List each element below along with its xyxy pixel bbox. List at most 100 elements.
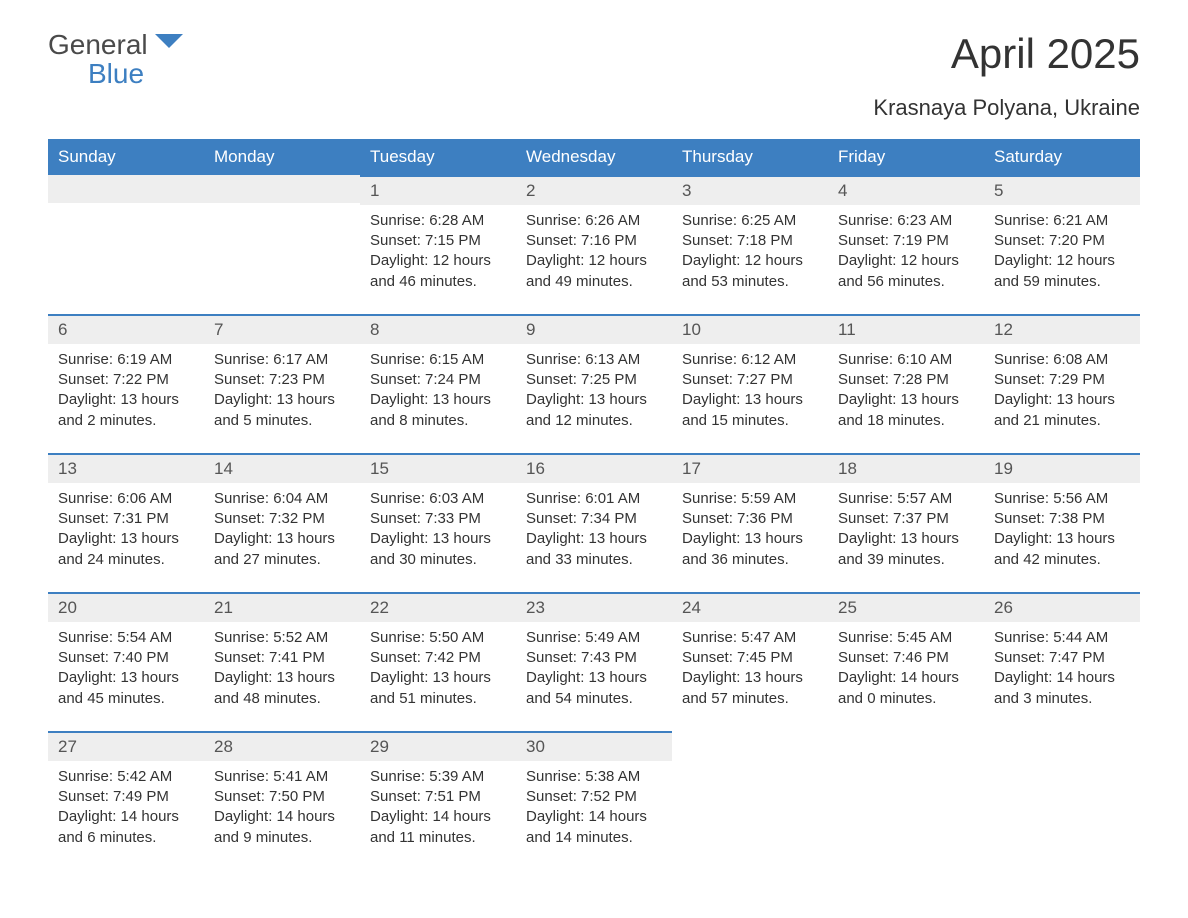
day-body: Sunrise: 6:06 AMSunset: 7:31 PMDaylight:… — [48, 483, 204, 580]
day1-text: Daylight: 14 hours — [994, 668, 1130, 688]
day1-text: Daylight: 13 hours — [526, 390, 662, 410]
day-number: 4 — [828, 175, 984, 205]
day2-text: and 49 minutes. — [526, 272, 662, 292]
day-cell: 6Sunrise: 6:19 AMSunset: 7:22 PMDaylight… — [48, 314, 204, 441]
day-body: Sunrise: 5:54 AMSunset: 7:40 PMDaylight:… — [48, 622, 204, 719]
day-number: 28 — [204, 731, 360, 761]
day-cell: 28Sunrise: 5:41 AMSunset: 7:50 PMDayligh… — [204, 731, 360, 858]
day-body: Sunrise: 6:19 AMSunset: 7:22 PMDaylight:… — [48, 344, 204, 441]
sunset-text: Sunset: 7:18 PM — [682, 231, 818, 251]
day-cell: 18Sunrise: 5:57 AMSunset: 7:37 PMDayligh… — [828, 453, 984, 580]
sunrise-text: Sunrise: 6:13 AM — [526, 350, 662, 370]
sunset-text: Sunset: 7:29 PM — [994, 370, 1130, 390]
day-number: 19 — [984, 453, 1140, 483]
day1-text: Daylight: 13 hours — [214, 529, 350, 549]
day-body: Sunrise: 5:47 AMSunset: 7:45 PMDaylight:… — [672, 622, 828, 719]
day2-text: and 54 minutes. — [526, 689, 662, 709]
day-body: Sunrise: 5:41 AMSunset: 7:50 PMDaylight:… — [204, 761, 360, 858]
day-header: Tuesday — [360, 139, 516, 175]
sunrise-text: Sunrise: 5:38 AM — [526, 767, 662, 787]
sunset-text: Sunset: 7:47 PM — [994, 648, 1130, 668]
day2-text: and 46 minutes. — [370, 272, 506, 292]
day1-text: Daylight: 13 hours — [370, 529, 506, 549]
sunrise-text: Sunrise: 5:56 AM — [994, 489, 1130, 509]
day-number: 1 — [360, 175, 516, 205]
day-body: Sunrise: 5:50 AMSunset: 7:42 PMDaylight:… — [360, 622, 516, 719]
sunset-text: Sunset: 7:23 PM — [214, 370, 350, 390]
day-body: Sunrise: 6:13 AMSunset: 7:25 PMDaylight:… — [516, 344, 672, 441]
day-number: 16 — [516, 453, 672, 483]
logo-text: General Blue — [48, 30, 183, 89]
sunrise-text: Sunrise: 6:23 AM — [838, 211, 974, 231]
day-number: 21 — [204, 592, 360, 622]
day-number: 7 — [204, 314, 360, 344]
day-number: 15 — [360, 453, 516, 483]
day2-text: and 0 minutes. — [838, 689, 974, 709]
logo-line1: General — [48, 29, 148, 60]
day-cell — [48, 175, 204, 302]
day1-text: Daylight: 13 hours — [994, 390, 1130, 410]
day2-text: and 24 minutes. — [58, 550, 194, 570]
day-body: Sunrise: 6:17 AMSunset: 7:23 PMDaylight:… — [204, 344, 360, 441]
day1-text: Daylight: 13 hours — [682, 390, 818, 410]
day-cell — [204, 175, 360, 302]
sunrise-text: Sunrise: 6:12 AM — [682, 350, 818, 370]
day-body: Sunrise: 6:15 AMSunset: 7:24 PMDaylight:… — [360, 344, 516, 441]
sunrise-text: Sunrise: 6:10 AM — [838, 350, 974, 370]
day-cell: 29Sunrise: 5:39 AMSunset: 7:51 PMDayligh… — [360, 731, 516, 858]
day-body: Sunrise: 6:03 AMSunset: 7:33 PMDaylight:… — [360, 483, 516, 580]
day-body: Sunrise: 5:52 AMSunset: 7:41 PMDaylight:… — [204, 622, 360, 719]
sunrise-text: Sunrise: 5:59 AM — [682, 489, 818, 509]
sunrise-text: Sunrise: 5:50 AM — [370, 628, 506, 648]
sunset-text: Sunset: 7:43 PM — [526, 648, 662, 668]
day-header: Friday — [828, 139, 984, 175]
day-body: Sunrise: 5:59 AMSunset: 7:36 PMDaylight:… — [672, 483, 828, 580]
day-body: Sunrise: 6:10 AMSunset: 7:28 PMDaylight:… — [828, 344, 984, 441]
sunset-text: Sunset: 7:15 PM — [370, 231, 506, 251]
sunrise-text: Sunrise: 6:26 AM — [526, 211, 662, 231]
day-body: Sunrise: 6:21 AMSunset: 7:20 PMDaylight:… — [984, 205, 1140, 302]
day2-text: and 45 minutes. — [58, 689, 194, 709]
day2-text: and 5 minutes. — [214, 411, 350, 431]
day2-text: and 15 minutes. — [682, 411, 818, 431]
week-row: 20Sunrise: 5:54 AMSunset: 7:40 PMDayligh… — [48, 592, 1140, 719]
sunrise-text: Sunrise: 6:15 AM — [370, 350, 506, 370]
day-number: 11 — [828, 314, 984, 344]
sunset-text: Sunset: 7:31 PM — [58, 509, 194, 529]
day2-text: and 42 minutes. — [994, 550, 1130, 570]
page-title: April 2025 — [951, 30, 1140, 78]
day-cell: 9Sunrise: 6:13 AMSunset: 7:25 PMDaylight… — [516, 314, 672, 441]
day-cell: 7Sunrise: 6:17 AMSunset: 7:23 PMDaylight… — [204, 314, 360, 441]
sunrise-text: Sunrise: 6:04 AM — [214, 489, 350, 509]
sunset-text: Sunset: 7:41 PM — [214, 648, 350, 668]
day2-text: and 39 minutes. — [838, 550, 974, 570]
empty-day — [204, 175, 360, 203]
day-number: 10 — [672, 314, 828, 344]
day1-text: Daylight: 12 hours — [370, 251, 506, 271]
sunrise-text: Sunrise: 5:54 AM — [58, 628, 194, 648]
day2-text: and 33 minutes. — [526, 550, 662, 570]
sunrise-text: Sunrise: 6:06 AM — [58, 489, 194, 509]
day1-text: Daylight: 13 hours — [58, 390, 194, 410]
day-cell: 11Sunrise: 6:10 AMSunset: 7:28 PMDayligh… — [828, 314, 984, 441]
day-cell: 21Sunrise: 5:52 AMSunset: 7:41 PMDayligh… — [204, 592, 360, 719]
day2-text: and 14 minutes. — [526, 828, 662, 848]
day1-text: Daylight: 14 hours — [838, 668, 974, 688]
week-row: 6Sunrise: 6:19 AMSunset: 7:22 PMDaylight… — [48, 314, 1140, 441]
sunset-text: Sunset: 7:16 PM — [526, 231, 662, 251]
day-number: 3 — [672, 175, 828, 205]
sunset-text: Sunset: 7:25 PM — [526, 370, 662, 390]
sunrise-text: Sunrise: 6:03 AM — [370, 489, 506, 509]
day-cell: 8Sunrise: 6:15 AMSunset: 7:24 PMDaylight… — [360, 314, 516, 441]
day-number: 25 — [828, 592, 984, 622]
day2-text: and 48 minutes. — [214, 689, 350, 709]
day1-text: Daylight: 13 hours — [682, 668, 818, 688]
day-body: Sunrise: 6:23 AMSunset: 7:19 PMDaylight:… — [828, 205, 984, 302]
day2-text: and 51 minutes. — [370, 689, 506, 709]
day-number: 6 — [48, 314, 204, 344]
sunset-text: Sunset: 7:32 PM — [214, 509, 350, 529]
day-cell: 2Sunrise: 6:26 AMSunset: 7:16 PMDaylight… — [516, 175, 672, 302]
day-number: 5 — [984, 175, 1140, 205]
sunset-text: Sunset: 7:24 PM — [370, 370, 506, 390]
sunrise-text: Sunrise: 6:17 AM — [214, 350, 350, 370]
